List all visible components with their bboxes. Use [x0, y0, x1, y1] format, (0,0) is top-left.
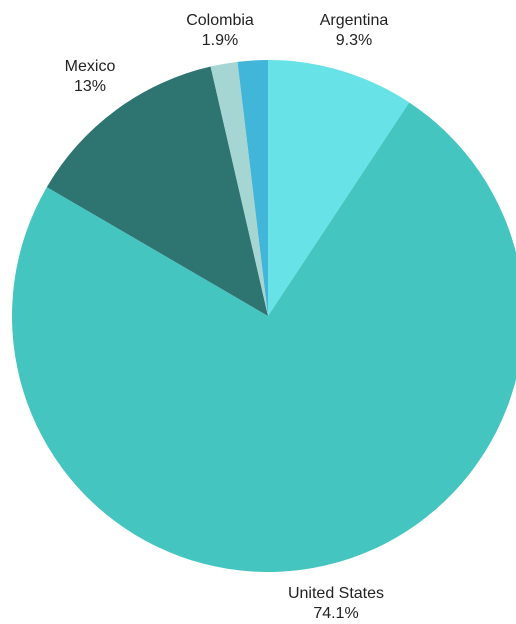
slice-label-argentina: Argentina: [320, 12, 389, 29]
slice-label-united-states: United States: [288, 585, 384, 602]
slice-label-mexico: Mexico: [65, 58, 116, 75]
pie-slice-unlabeled: [210, 61, 268, 316]
slice-label-colombia: Colombia: [186, 12, 254, 29]
slice-value-mexico: 13%: [74, 78, 106, 95]
slice-value-united-states: 74.1%: [313, 605, 358, 622]
pie-slice-argentina: [268, 60, 410, 316]
pie-slice-mexico: [46, 66, 269, 317]
pie-slice-colombia: [237, 60, 268, 316]
slice-value-argentina: 9.3%: [336, 32, 372, 49]
slice-value-colombia: 1.9%: [202, 32, 238, 49]
pie-slice-united-states: [12, 102, 516, 572]
